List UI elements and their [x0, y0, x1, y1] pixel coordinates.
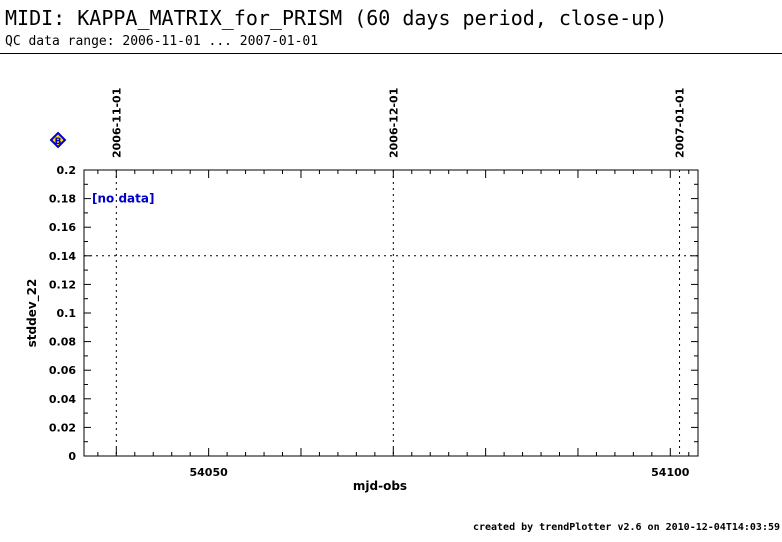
y-tick-label: 0.06 — [49, 364, 76, 377]
header-divider — [0, 53, 782, 54]
y-tick-label: 0.1 — [57, 307, 77, 320]
y-tick-label: 0.12 — [49, 278, 76, 291]
y-tick-label: 0.18 — [49, 193, 76, 206]
y-axis-label: stddev_22 — [25, 279, 40, 348]
y-tick-label: 0.14 — [49, 250, 76, 263]
page-title: MIDI: KAPPA_MATRIX_for_PRISM (60 days pe… — [5, 6, 668, 30]
no-data-label: [no data] — [92, 192, 154, 206]
date-markers: 2006-11-01 2006-12-01 2007-01-01 — [110, 88, 687, 456]
x-tick-label: 54100 — [651, 466, 690, 479]
x-tick-label: 54050 — [190, 466, 229, 479]
y-tick-label: 0.2 — [57, 164, 77, 177]
marker-icon: B — [49, 131, 67, 149]
qc-date-range: QC data range: 2006-11-01 ... 2007-01-01 — [5, 34, 319, 49]
marker-diamond — [49, 131, 67, 149]
y-axis: 0 0.02 0.04 0.06 0.08 0.1 0.12 0.14 0.16 0.18 0.2 — [49, 164, 698, 463]
x-axis: 54050 54100 — [97, 170, 690, 479]
y-tick-label: 0.08 — [49, 336, 76, 349]
y-tick-label: 0.04 — [49, 393, 76, 406]
y-tick-label: 0 — [68, 450, 76, 463]
marker-letter: B — [55, 137, 62, 147]
x-axis-label: mjd-obs — [353, 479, 407, 493]
y-tick-label: 0.02 — [49, 421, 76, 434]
plot-frame — [83, 169, 699, 457]
date-marker-label: 2006-11-01 — [110, 88, 123, 158]
date-marker-label: 2007-01-01 — [674, 88, 687, 158]
date-marker-label: 2006-12-01 — [387, 88, 400, 158]
y-tick-label: 0.16 — [49, 221, 76, 234]
footer-credit: created by trendPlotter v2.6 on 2010-12-… — [472, 522, 780, 533]
